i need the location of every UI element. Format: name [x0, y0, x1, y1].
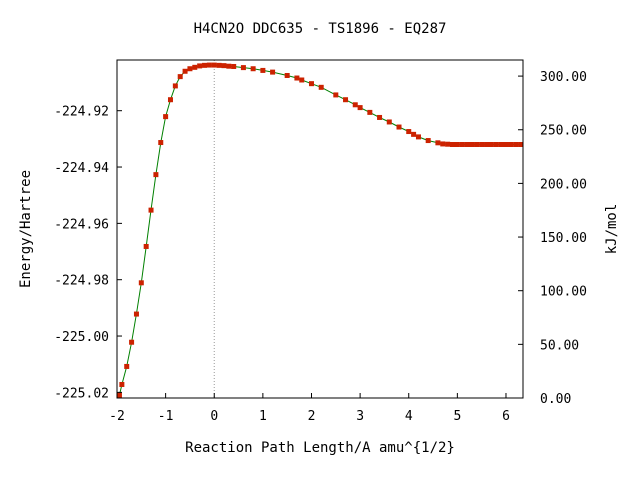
data-point — [318, 84, 324, 90]
data-point — [464, 142, 470, 147]
y-axis-right: 0.00 50.00 100.00 150.00 200.00 250.00 300.00 — [518, 70, 587, 407]
x-tick-label: 0 — [210, 409, 218, 424]
data-point — [445, 141, 451, 147]
x-tick-label: 1 — [259, 409, 267, 424]
data-point — [240, 65, 246, 71]
data-point — [396, 124, 402, 130]
data-point — [308, 81, 314, 87]
data-point — [513, 142, 519, 147]
x-axis-label: Reaction Path Length/A amu^{1/2} — [185, 440, 455, 456]
data-point — [343, 97, 349, 103]
data-point — [226, 63, 232, 69]
data-point — [163, 114, 169, 120]
data-point — [454, 142, 460, 147]
x-tick-label: 5 — [453, 409, 461, 424]
data-point — [206, 62, 212, 68]
data-point — [425, 138, 431, 144]
y-tick-label: -224.96 — [54, 217, 109, 232]
data-point — [440, 141, 446, 147]
x-tick-label: 6 — [502, 409, 510, 424]
data-point — [449, 142, 455, 147]
data-point — [357, 105, 363, 111]
data-point — [367, 109, 373, 115]
y-axis-label: Energy/Hartree — [18, 170, 34, 288]
data-point — [299, 77, 305, 83]
x-tick-label: 2 — [308, 409, 316, 424]
x-tick-label: -2 — [109, 409, 125, 424]
y2-tick-label: 150.00 — [540, 231, 587, 246]
y2-tick-label: 0.00 — [540, 392, 571, 407]
y-tick-label: -225.02 — [54, 386, 109, 401]
data-point — [231, 63, 237, 69]
x-axis: -2 -1 0 1 2 3 4 5 6 — [109, 393, 510, 424]
chart-title: H4CN2O DDC635 - TS1896 - EQ287 — [194, 21, 447, 37]
data-point — [260, 67, 266, 73]
y-tick-label: -224.98 — [54, 274, 109, 289]
data-point — [116, 392, 122, 398]
y2-tick-label: 100.00 — [540, 285, 587, 300]
data-point — [518, 142, 524, 147]
y2-axis-label: kJ/mol — [604, 204, 620, 255]
y-tick-label: -224.92 — [54, 105, 109, 120]
x-tick-label: 3 — [356, 409, 364, 424]
y2-tick-label: 50.00 — [540, 338, 579, 353]
data-point — [129, 339, 135, 345]
data-point — [138, 280, 144, 286]
series-line — [118, 64, 521, 396]
data-point — [182, 68, 188, 74]
data-point — [192, 64, 198, 70]
y2-tick-label: 200.00 — [540, 177, 587, 192]
data-point — [143, 243, 149, 249]
data-point — [294, 75, 300, 81]
data-point — [270, 69, 276, 75]
data-point — [508, 142, 514, 147]
x-tick-label: 4 — [405, 409, 413, 424]
data-point — [498, 142, 504, 147]
data-point — [406, 129, 412, 135]
data-point — [211, 62, 217, 68]
data-point — [503, 142, 509, 147]
y-tick-label: -225.00 — [54, 330, 109, 345]
data-point — [172, 83, 178, 89]
data-point — [124, 363, 130, 369]
data-point — [202, 62, 208, 68]
data-point — [197, 63, 203, 69]
data-point — [250, 66, 256, 72]
plot-area — [116, 60, 524, 398]
data-point — [435, 140, 441, 146]
x-tick-label: -1 — [158, 409, 174, 424]
data-point — [133, 311, 139, 317]
plot-frame — [116, 59, 524, 399]
data-point — [352, 102, 358, 108]
data-point — [167, 97, 173, 103]
data-point — [459, 142, 465, 147]
data-point — [158, 140, 164, 146]
data-point — [377, 114, 383, 120]
data-point — [493, 142, 499, 147]
data-point — [177, 74, 183, 80]
data-point — [415, 134, 421, 140]
data-point — [488, 142, 494, 147]
data-point — [119, 381, 125, 387]
data-point — [153, 172, 159, 178]
y-axis-left: -225.02 -225.00 -224.98 -224.96 -224.94 -224.… — [54, 105, 122, 401]
data-point — [411, 131, 417, 137]
data-point — [333, 92, 339, 98]
y-tick-label: -224.94 — [54, 161, 109, 176]
data-point — [148, 207, 154, 213]
y2-tick-label: 300.00 — [540, 70, 587, 85]
data-point — [284, 72, 290, 78]
y2-tick-label: 250.00 — [540, 124, 587, 139]
data-point — [484, 142, 490, 147]
data-point — [474, 142, 480, 147]
data-point — [187, 66, 193, 72]
data-point — [386, 119, 392, 125]
data-point — [216, 62, 222, 68]
data-point — [469, 142, 475, 147]
data-point — [479, 142, 485, 147]
data-point — [221, 63, 227, 69]
